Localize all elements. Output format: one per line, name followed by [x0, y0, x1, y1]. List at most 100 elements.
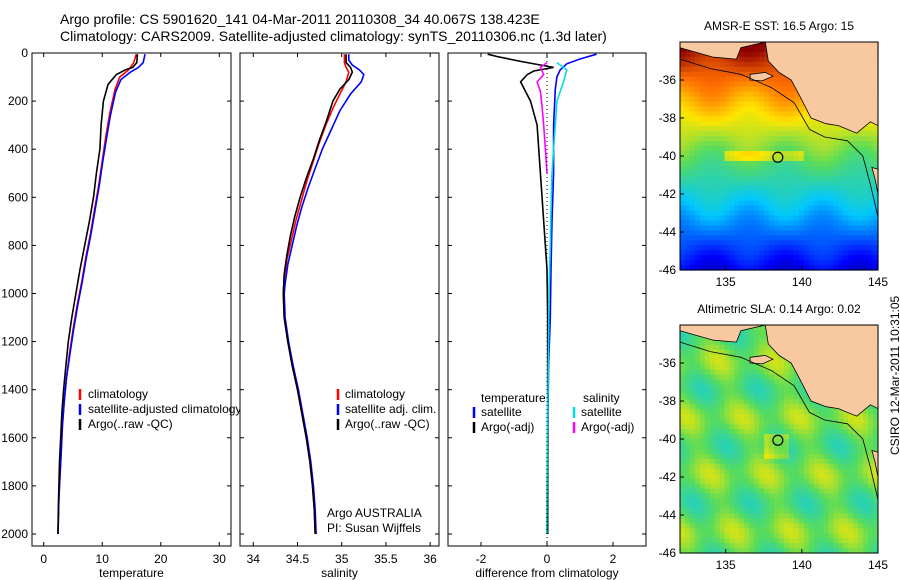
map-cell: [823, 439, 830, 445]
map-cell: [689, 419, 696, 425]
map-cell: [868, 419, 874, 425]
map-cell: [734, 81, 740, 88]
map-cell: [833, 483, 839, 490]
map-cell: [744, 175, 750, 182]
map-cell: [719, 91, 726, 98]
map-cell: [863, 245, 869, 251]
map-cell: [808, 210, 815, 217]
map-cell: [754, 329, 760, 336]
map-cell: [828, 528, 835, 534]
map-cell: [783, 136, 790, 142]
map-cell: [853, 498, 859, 505]
map-cell: [749, 498, 755, 505]
map-cell: [689, 200, 696, 207]
map-cell: [793, 265, 800, 271]
map-cell: [749, 250, 755, 256]
map-cell: [779, 106, 785, 112]
map-cell: [680, 101, 686, 108]
map-cell: [774, 185, 780, 192]
map-cell: [783, 250, 790, 256]
map-cell: [729, 409, 736, 415]
map-cell: [704, 106, 711, 112]
map-cell: [764, 533, 770, 539]
map-cell: [873, 240, 879, 246]
map-cell: [714, 170, 721, 177]
map-cell: [680, 81, 686, 88]
map-cell: [759, 225, 765, 231]
map-cell: [724, 394, 731, 400]
map-cell: [853, 165, 859, 172]
map-cell: [803, 190, 810, 197]
map-cell: [783, 468, 790, 475]
map-cell: [868, 215, 874, 222]
map-cell: [793, 443, 800, 450]
map-cell: [714, 409, 721, 415]
map-cell: [783, 121, 790, 127]
map-cell: [729, 225, 736, 231]
map-cell: [833, 235, 839, 241]
map-cell: [873, 409, 879, 415]
map-cell: [798, 384, 805, 391]
map-cell: [848, 478, 854, 485]
map-cell: [798, 245, 805, 251]
map-cell: [858, 503, 864, 509]
map-cell: [764, 126, 770, 132]
map-cell: [724, 86, 731, 93]
map-cell: [744, 116, 750, 122]
map-cell: [779, 548, 785, 554]
map-cell: [729, 543, 736, 549]
map-cell: [739, 170, 745, 177]
map-cell: [779, 141, 785, 147]
map-cell: [704, 364, 711, 371]
map-cell: [803, 434, 810, 440]
map-cell: [779, 136, 785, 142]
map-cell: [873, 146, 879, 152]
map-cell: [818, 250, 825, 256]
map-cell: [699, 419, 706, 425]
map-cell: [714, 106, 721, 112]
map-cell: [749, 468, 755, 475]
map-cell: [833, 439, 839, 445]
map-cell: [739, 121, 745, 127]
map-cell: [759, 439, 765, 445]
map-cell: [749, 429, 755, 435]
map-cell: [684, 419, 691, 425]
map-cell: [769, 369, 775, 376]
map-cell: [769, 508, 775, 514]
map-cell: [694, 468, 701, 475]
map-cell: [734, 245, 740, 251]
map-cell: [863, 523, 869, 529]
map-cell: [749, 265, 755, 271]
map-cell: [680, 180, 686, 187]
map-cell: [749, 230, 755, 236]
map-cell: [754, 220, 760, 226]
map-cell: [868, 533, 874, 539]
map-cell: [769, 528, 775, 534]
map-cell: [769, 463, 775, 470]
map-cell: [759, 478, 765, 485]
map-cell: [838, 165, 844, 172]
map-cell: [828, 141, 835, 147]
map-cell: [729, 260, 736, 266]
map-cell: [689, 56, 696, 63]
map-cell: [699, 255, 706, 261]
map-cell: [694, 389, 701, 395]
map-cell: [764, 225, 770, 231]
map-cell: [729, 76, 736, 83]
map-cell: [734, 106, 740, 112]
map-cell: [769, 458, 775, 465]
map-cell: [808, 170, 815, 177]
map-cell: [769, 116, 775, 122]
map-cell: [694, 265, 701, 271]
map-cell: [749, 404, 755, 410]
map-cell: [769, 240, 775, 246]
map-cell: [823, 165, 830, 172]
map-cell: [798, 483, 805, 490]
map-cell: [803, 230, 810, 236]
map-cell: [724, 419, 731, 425]
map-cell: [689, 468, 696, 475]
map-cell: [838, 414, 844, 420]
map-cell: [783, 245, 790, 251]
map-cell: [724, 448, 731, 455]
map-cell: [868, 195, 874, 202]
